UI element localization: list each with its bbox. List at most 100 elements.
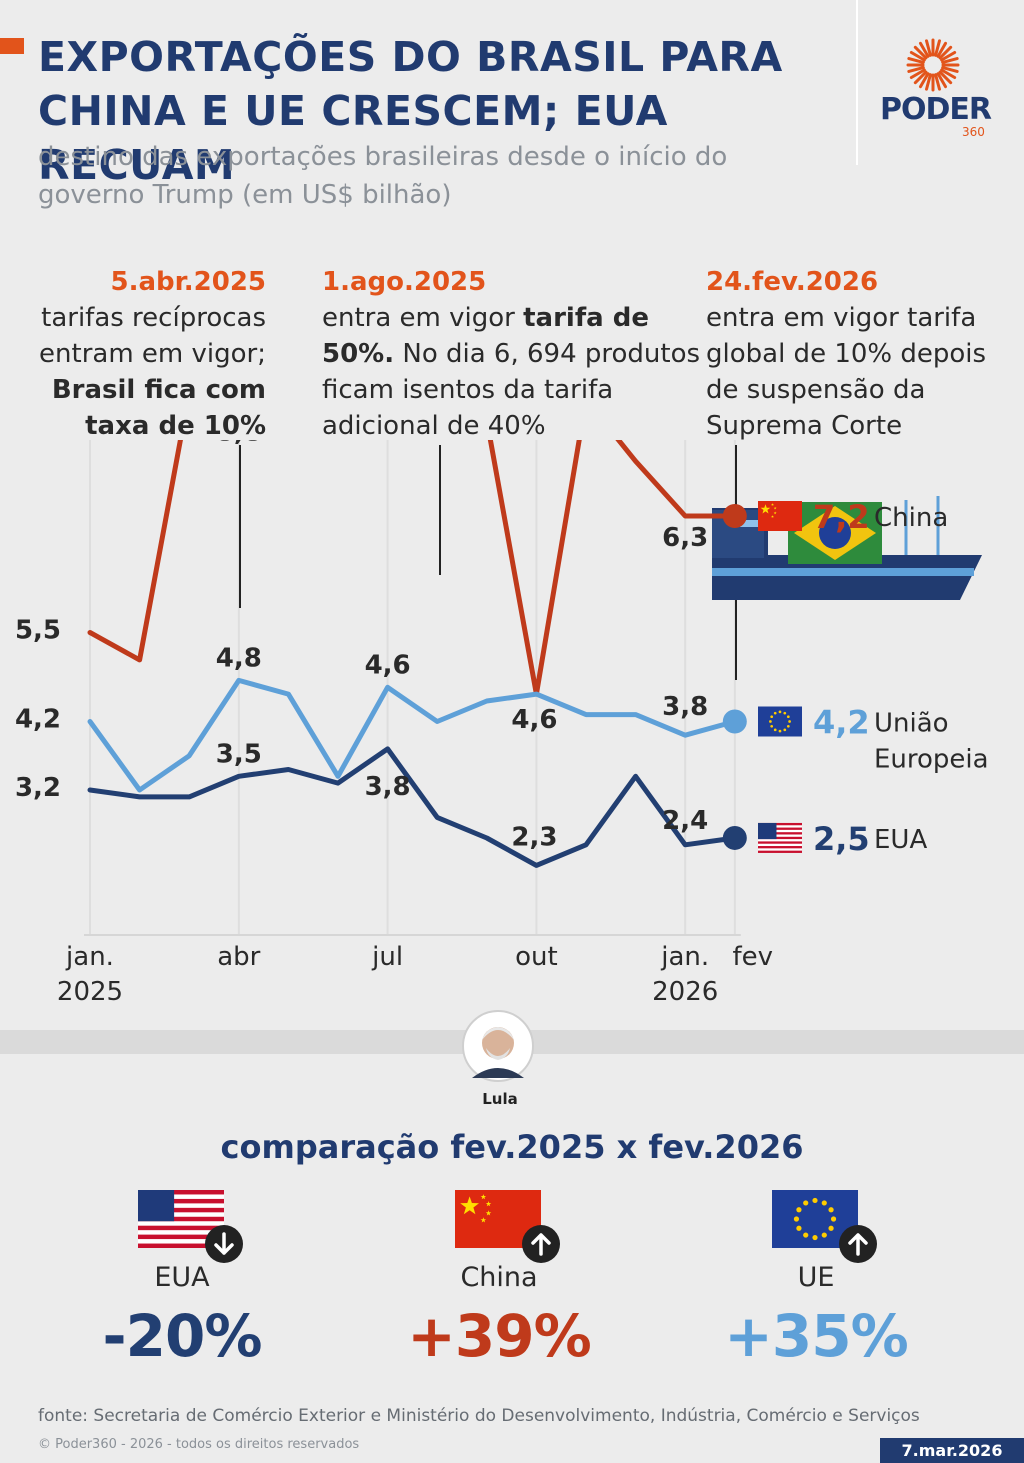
data-label: 4,2 [15, 705, 61, 735]
sun-ray [919, 41, 930, 58]
flag-star [773, 506, 777, 510]
series-line [87, 677, 738, 793]
flag-stripe [758, 827, 802, 830]
sun-ray [941, 57, 959, 64]
comparison-value: +35% [724, 1302, 908, 1370]
flag-star [821, 1232, 827, 1238]
flag-stripe [138, 1234, 224, 1240]
data-label: 3,5 [216, 739, 262, 769]
flag-star [803, 1200, 809, 1206]
flag-star [773, 711, 777, 715]
date-badge: 7.mar.2026 [880, 1438, 1024, 1463]
annotation-text: tarifas recíprocas entram em vigor; [39, 303, 266, 369]
flag-star [460, 1196, 479, 1215]
flag-star [812, 1234, 818, 1241]
sun-ray [913, 70, 928, 85]
flag-stripe [758, 836, 802, 840]
flag-star [773, 511, 777, 515]
comparison-title: comparação fev.2025 x fev.2026 [220, 1128, 804, 1166]
page-subtitle: destino das exportações brasileiras desd… [38, 142, 728, 210]
data-label: 6,3 [662, 523, 708, 553]
flag-stripe [138, 1207, 224, 1213]
x-tick-label: fev [733, 942, 774, 972]
flag-star [812, 1197, 818, 1204]
flag-stripe [138, 1190, 224, 1195]
flag-star [793, 1216, 800, 1222]
sun-ray [936, 72, 947, 89]
flag-star [771, 503, 774, 506]
flag-stripe [758, 850, 802, 853]
us-flag-icon [138, 1190, 243, 1263]
arrow-glyph [531, 1233, 551, 1256]
x-tick-label: jan. [65, 942, 114, 972]
flag-star [770, 715, 774, 719]
sun-ray [909, 51, 926, 62]
flag-star [480, 1194, 487, 1200]
ship-hull [712, 508, 982, 600]
sun-ray [938, 70, 953, 85]
logo-wordmark: PODER [880, 92, 992, 127]
flag-stripe [758, 846, 802, 849]
annotation-leaders [239, 445, 737, 680]
sun-ray [938, 45, 953, 60]
chart-grid [84, 440, 741, 936]
data-label: 2,3 [511, 822, 557, 852]
sun-ray [919, 72, 930, 89]
flag-star [788, 720, 791, 723]
sun-ray [925, 39, 932, 57]
comparison-country: UE [797, 1262, 835, 1293]
sun-ray [907, 57, 925, 64]
lula-avatar [462, 1010, 534, 1082]
annotation-text: entra em vigor [322, 303, 524, 333]
comparison-value: -20% [102, 1302, 263, 1370]
flag-stripe [138, 1225, 224, 1231]
series-line [87, 440, 738, 697]
flag-star [760, 504, 771, 514]
data-label: 3,8 [662, 692, 708, 722]
annotation-bold: Brasil fica com taxa de 10% [51, 375, 266, 441]
flag-star [778, 710, 782, 714]
flag-star [796, 1207, 802, 1213]
flag-star [830, 1216, 837, 1222]
ship-stripe [712, 568, 974, 576]
source-note: fonte: Secretaria de Comércio Exterior e… [38, 1406, 920, 1426]
series-end-marker [722, 709, 747, 734]
flag-stripe [138, 1198, 224, 1204]
flag-star [480, 1217, 487, 1223]
x-tick-label: 2025 [57, 977, 123, 1007]
annotation-text-after: No dia 6, 694 produtos ficam isentos da … [322, 339, 701, 441]
china-flag-icon [758, 501, 802, 531]
data-label: 4,6 [511, 705, 557, 735]
legend-eu: 4,2 União Europeia [758, 704, 989, 775]
series-china [87, 440, 747, 697]
sun-ray [934, 39, 941, 57]
flag-star [783, 711, 787, 715]
series-end-marker [722, 504, 747, 528]
copyright-note: © Poder360 - 2026 - todos os direitos re… [38, 1437, 360, 1452]
flag-stripe [758, 822, 802, 826]
annotation-date: 5.abr.2025 [110, 267, 266, 297]
flag-star [778, 729, 782, 733]
data-label: 3,8 [365, 772, 411, 802]
comparison-country: EUA [154, 1262, 210, 1293]
series-line [87, 746, 738, 868]
eu-flag-icon [772, 1190, 877, 1263]
comparison-country: China [460, 1262, 538, 1293]
x-tick-label: abr [217, 942, 260, 972]
legend-value: 7,2 [813, 498, 870, 536]
sun-ray [940, 68, 957, 79]
data-label: 4,8 [216, 643, 262, 673]
flag-canton [758, 822, 777, 840]
flag-canton [138, 1190, 175, 1222]
data-label: 8,8 [216, 440, 262, 447]
sun-ray [940, 51, 957, 62]
china-flag-icon [455, 1190, 560, 1263]
x-tick-label: 2026 [652, 977, 718, 1007]
data-label: 3,2 [15, 773, 61, 803]
data-label: 5,5 [15, 615, 61, 645]
series-end-marker [722, 825, 747, 850]
x-tick-label: out [515, 942, 558, 972]
sun-ray [934, 73, 941, 91]
sun-ray [907, 66, 925, 73]
annotation-february: 24.fev.2026 entra em vigor tarifa global… [706, 264, 1016, 444]
